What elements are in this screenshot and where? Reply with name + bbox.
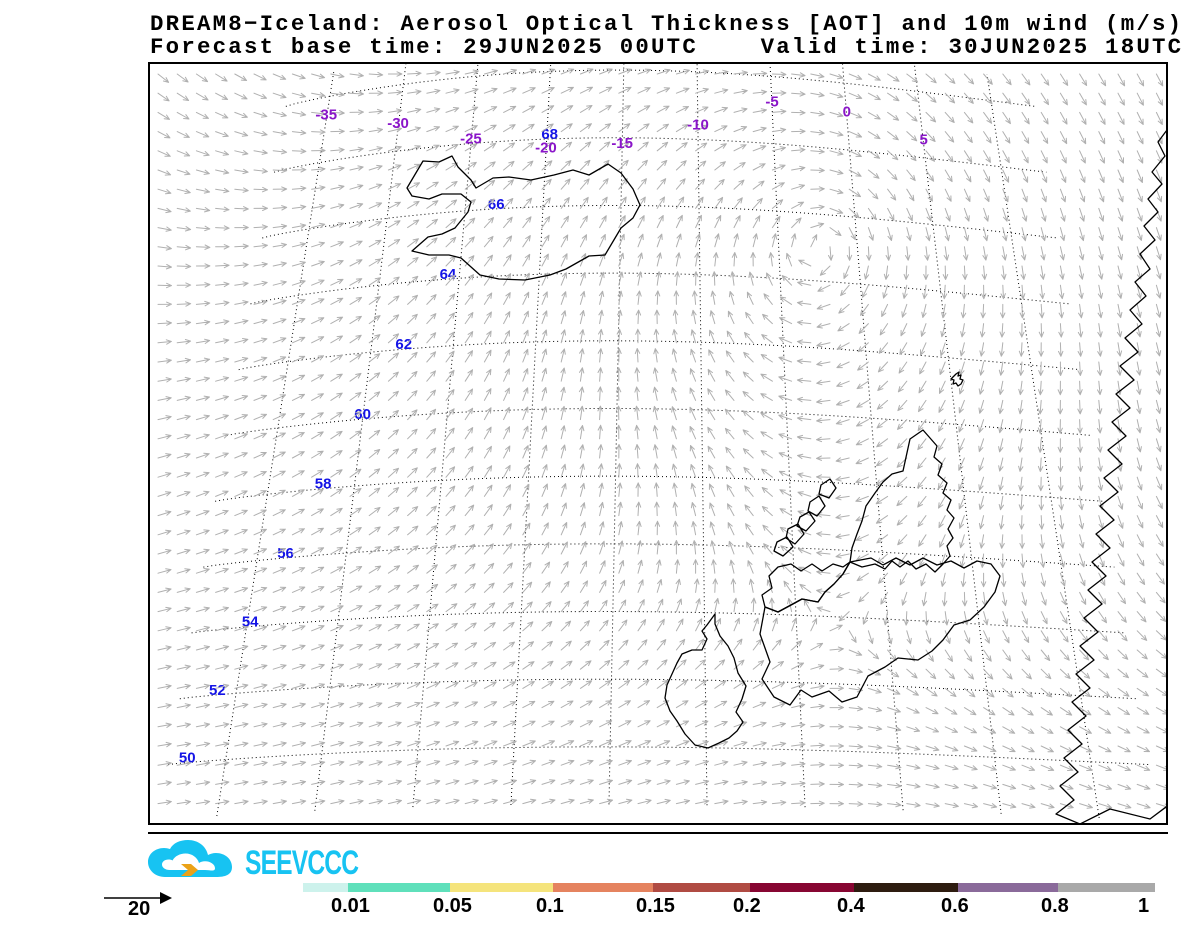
svg-text:-10: -10	[687, 116, 709, 133]
svg-text:-15: -15	[611, 135, 633, 152]
svg-text:64: 64	[440, 266, 457, 283]
svg-text:66: 66	[488, 196, 505, 213]
svg-text:-35: -35	[315, 106, 337, 123]
svg-text:-20: -20	[535, 140, 557, 157]
svg-text:SEEVCCC: SEEVCCC	[245, 844, 358, 882]
svg-text:5: 5	[920, 132, 928, 149]
svg-text:-30: -30	[387, 115, 409, 132]
svg-text:-5: -5	[765, 94, 778, 111]
svg-text:0: 0	[843, 104, 851, 121]
svg-text:56: 56	[277, 545, 294, 562]
svg-text:-25: -25	[460, 131, 482, 148]
svg-text:62: 62	[395, 336, 412, 353]
